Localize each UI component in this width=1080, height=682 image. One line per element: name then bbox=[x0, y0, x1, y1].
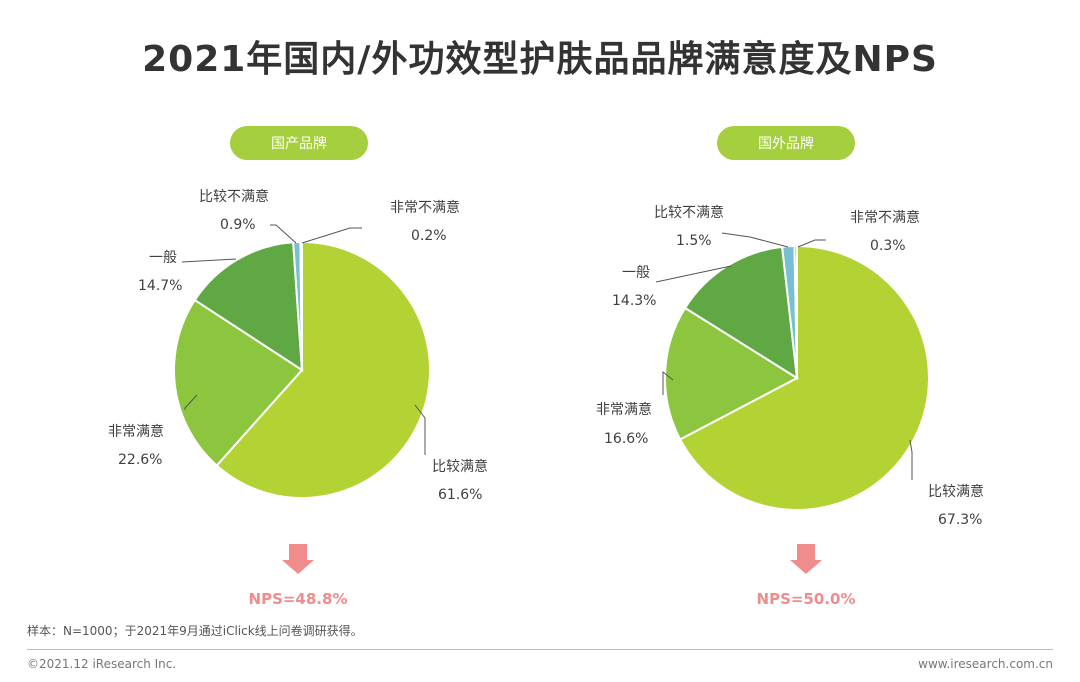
chart-foreign-pill bbox=[717, 126, 855, 160]
website-link[interactable]: www.iresearch.com.cn bbox=[918, 657, 1053, 671]
slice-value: 61.6% bbox=[438, 487, 482, 503]
leader-line bbox=[797, 239, 826, 248]
slice-value: 16.6% bbox=[604, 431, 648, 447]
slice-label: 非常满意 bbox=[596, 401, 652, 418]
slice-value: 22.6% bbox=[118, 452, 162, 468]
pie-slice bbox=[193, 241, 304, 372]
chart-domestic-title: 国产品牌 bbox=[271, 135, 327, 152]
slice-label: 非常不满意 bbox=[850, 209, 920, 226]
slice-value: 14.7% bbox=[138, 278, 182, 294]
pie-slice bbox=[793, 244, 798, 379]
pie-slice bbox=[683, 245, 799, 380]
leader-line bbox=[181, 258, 237, 263]
slice-label: 非常满意 bbox=[108, 423, 164, 440]
chart-foreign-pie bbox=[664, 244, 930, 511]
down-arrow-icon bbox=[282, 544, 314, 574]
slice-value: 0.2% bbox=[411, 228, 447, 244]
slice-label: 非常不满意 bbox=[390, 199, 460, 216]
nps-value: NPS=50.0% bbox=[757, 590, 856, 608]
pie-slice bbox=[173, 298, 304, 467]
chart-domestic-pill bbox=[230, 126, 368, 160]
slice-label: 比较满意 bbox=[432, 458, 488, 475]
copyright: ©2021.12 iResearch Inc. bbox=[27, 657, 177, 671]
leader-line bbox=[909, 439, 913, 480]
slice-label: 比较不满意 bbox=[654, 204, 724, 221]
slice-value: 14.3% bbox=[612, 293, 656, 309]
leader-line bbox=[655, 265, 732, 283]
slice-value: 67.3% bbox=[938, 512, 982, 528]
slice-label: 一般 bbox=[149, 250, 177, 266]
leader-line bbox=[414, 404, 426, 455]
pie-slice bbox=[678, 244, 930, 511]
sample-note: 样本：N=1000；于2021年9月通过iClick线上问卷调研获得。 bbox=[27, 624, 363, 638]
footer-divider bbox=[27, 649, 1053, 650]
leader-line bbox=[184, 394, 198, 410]
slice-label: 一般 bbox=[622, 265, 650, 281]
pie-slice bbox=[299, 240, 303, 371]
leader-line bbox=[662, 370, 674, 395]
slice-label: 比较满意 bbox=[928, 483, 984, 500]
slice-value: 1.5% bbox=[676, 233, 712, 249]
chart-domestic-pie bbox=[173, 240, 431, 499]
chart-foreign: 国外品牌 比较满意 67.3% 非常满意 16.6% 一般 14.3% 比较不满… bbox=[596, 126, 984, 608]
pie-slice bbox=[215, 240, 431, 499]
slice-value: 0.3% bbox=[870, 238, 906, 254]
nps-value: NPS=48.8% bbox=[249, 590, 348, 608]
pie-slice bbox=[664, 306, 800, 441]
leader-line bbox=[721, 232, 789, 248]
down-arrow-icon bbox=[790, 544, 822, 574]
leader-line bbox=[270, 224, 297, 244]
page-title: 2021年国内/外功效型护肤品品牌满意度及NPS bbox=[142, 39, 938, 80]
slice-label: 比较不满意 bbox=[199, 188, 269, 205]
leader-line bbox=[301, 227, 362, 244]
slice-value: 0.9% bbox=[220, 217, 256, 233]
chart-foreign-title: 国外品牌 bbox=[758, 135, 814, 152]
chart-domestic: 国产品牌 比较满意 61.6% 非常满意 22.6% 一般 14.7% 比较不满… bbox=[108, 126, 488, 608]
